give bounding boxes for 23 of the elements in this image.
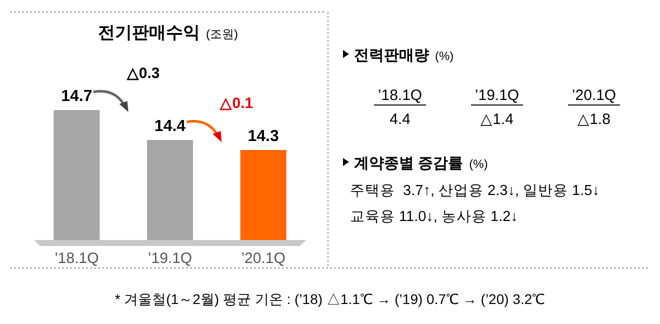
category-label: ’20.1Q <box>572 87 616 104</box>
x-tick-label: ’18.1Q <box>54 250 99 267</box>
annotation: △0.1 <box>219 95 254 112</box>
chart-title: 전기판매수익 <box>98 23 200 42</box>
text: △1.8 <box>578 111 610 128</box>
text: △1.4 <box>480 111 514 128</box>
data-label: 14.4 <box>154 118 186 135</box>
text: 전력판매량 <box>354 47 429 64</box>
x-tick-label: ’19.1Q <box>148 250 192 267</box>
x-tick-label: ’20.1Q <box>241 250 286 267</box>
text: 주택용 3.7↑, 산업용 2.3↓, 일반용 1.5↓ <box>350 183 600 199</box>
category-label: ’19.1Q <box>474 87 520 104</box>
text: 4.4 <box>390 111 410 128</box>
text: (%) <box>469 157 488 171</box>
text: △0.3 <box>126 65 160 82</box>
text: (%) <box>435 49 454 63</box>
category-label: ’18.1Q <box>378 87 422 104</box>
data-label: 14.7 <box>61 88 92 105</box>
data-label: 14.3 <box>248 128 280 145</box>
text: 교육용 11.0↓, 농사용 1.2↓ <box>350 209 518 225</box>
chart-subtitle: (조원) <box>206 27 238 41</box>
text: 계약종별 증감률 <box>354 155 464 172</box>
text: * 겨울철(1～2월) 평균 기온 : (’18) △1.1℃ → (’19) 0.7℃ → (’20) 3.2℃ <box>114 291 546 307</box>
